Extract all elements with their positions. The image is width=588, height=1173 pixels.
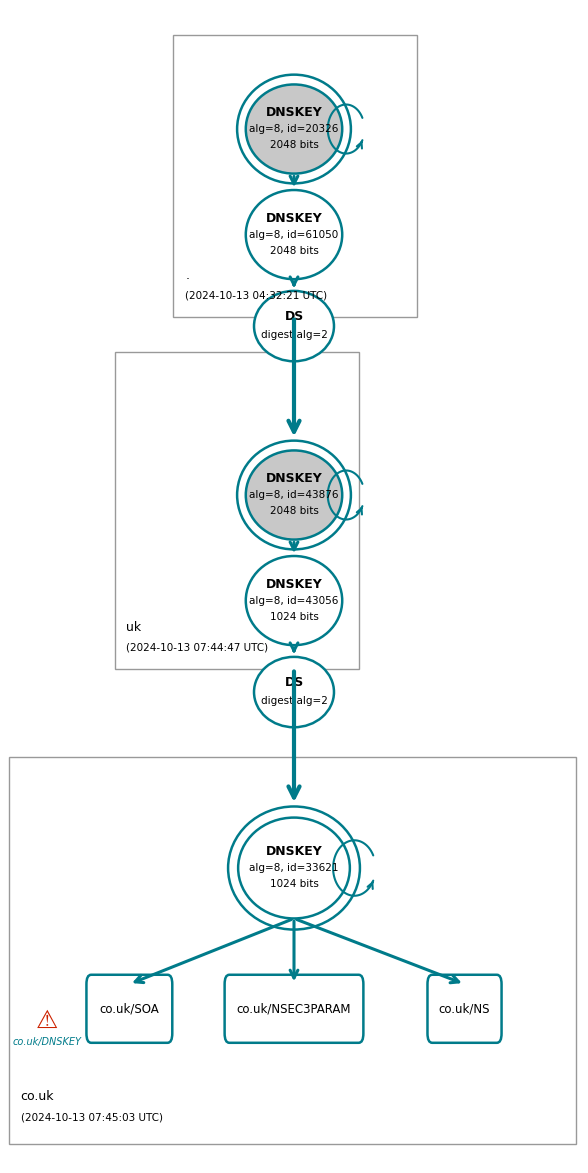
Text: co.uk/DNSKEY: co.uk/DNSKEY bbox=[12, 1037, 82, 1046]
Text: digest alg=2: digest alg=2 bbox=[260, 697, 328, 706]
Text: digest alg=2: digest alg=2 bbox=[260, 331, 328, 340]
Text: DNSKEY: DNSKEY bbox=[266, 577, 322, 591]
Text: alg=8, id=61050: alg=8, id=61050 bbox=[249, 230, 339, 239]
Text: 1024 bits: 1024 bits bbox=[269, 612, 319, 622]
Text: uk: uk bbox=[126, 621, 142, 635]
Text: alg=8, id=20326: alg=8, id=20326 bbox=[249, 124, 339, 134]
Ellipse shape bbox=[246, 84, 342, 174]
Text: DNSKEY: DNSKEY bbox=[266, 211, 322, 225]
Bar bbox=[173, 35, 417, 317]
Text: 2048 bits: 2048 bits bbox=[269, 507, 319, 516]
Text: (2024-10-13 07:44:47 UTC): (2024-10-13 07:44:47 UTC) bbox=[126, 643, 269, 652]
Text: (2024-10-13 04:32:21 UTC): (2024-10-13 04:32:21 UTC) bbox=[185, 291, 328, 300]
FancyBboxPatch shape bbox=[225, 975, 363, 1043]
Text: DS: DS bbox=[285, 310, 303, 324]
Bar bbox=[9, 757, 576, 1144]
Text: DNSKEY: DNSKEY bbox=[266, 845, 322, 859]
Text: co.uk/NSEC3PARAM: co.uk/NSEC3PARAM bbox=[237, 1002, 351, 1016]
Text: .: . bbox=[185, 269, 189, 283]
Text: alg=8, id=33621: alg=8, id=33621 bbox=[249, 863, 339, 873]
FancyBboxPatch shape bbox=[427, 975, 502, 1043]
Text: 1024 bits: 1024 bits bbox=[269, 880, 319, 889]
FancyBboxPatch shape bbox=[86, 975, 172, 1043]
Bar bbox=[115, 352, 359, 669]
Text: 2048 bits: 2048 bits bbox=[269, 246, 319, 256]
Ellipse shape bbox=[246, 450, 342, 540]
Text: DS: DS bbox=[285, 676, 303, 690]
Ellipse shape bbox=[238, 818, 350, 918]
Ellipse shape bbox=[254, 291, 334, 361]
Text: co.uk/NS: co.uk/NS bbox=[439, 1002, 490, 1016]
Text: DNSKEY: DNSKEY bbox=[266, 472, 322, 486]
Text: co.uk/SOA: co.uk/SOA bbox=[99, 1002, 159, 1016]
Ellipse shape bbox=[254, 657, 334, 727]
Text: (2024-10-13 07:45:03 UTC): (2024-10-13 07:45:03 UTC) bbox=[21, 1113, 162, 1123]
Ellipse shape bbox=[246, 190, 342, 279]
Text: alg=8, id=43876: alg=8, id=43876 bbox=[249, 490, 339, 500]
Text: alg=8, id=43056: alg=8, id=43056 bbox=[249, 596, 339, 605]
Text: co.uk: co.uk bbox=[21, 1090, 54, 1104]
Text: 2048 bits: 2048 bits bbox=[269, 141, 319, 150]
Ellipse shape bbox=[246, 556, 342, 645]
Text: ⚠: ⚠ bbox=[36, 1009, 58, 1032]
Text: DNSKEY: DNSKEY bbox=[266, 106, 322, 120]
